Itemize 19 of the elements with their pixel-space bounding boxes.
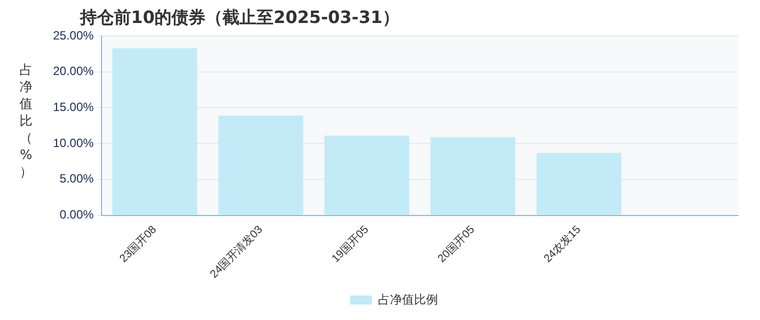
- y-tick-label: 15.00%: [52, 100, 94, 114]
- y-tick-label: 20.00%: [52, 64, 94, 78]
- x-tick-label: 19国开05: [330, 224, 372, 266]
- bar: [536, 152, 622, 215]
- y-tick-label: 10.00%: [52, 136, 94, 150]
- bar: [324, 136, 410, 215]
- y-tick-label: 0.00%: [60, 208, 94, 222]
- x-tick-label: 23国开08: [118, 224, 159, 266]
- x-tick-label: 24农发15: [542, 224, 584, 266]
- x-tick-label: 24国开清发03: [207, 222, 266, 281]
- x-tick-label: 20国开05: [436, 224, 478, 266]
- chart-title: 持仓前10的债券（截止至2025-03-31）: [80, 7, 400, 29]
- legend-label: 占净值比例: [378, 292, 438, 306]
- bar: [430, 137, 516, 215]
- bar: [112, 48, 198, 215]
- y-tick-label: 25.00%: [52, 28, 94, 42]
- y-tick-label: 5.00%: [60, 172, 94, 186]
- y-axis-title: 占净值比（%）: [18, 62, 34, 181]
- bar: [218, 116, 304, 215]
